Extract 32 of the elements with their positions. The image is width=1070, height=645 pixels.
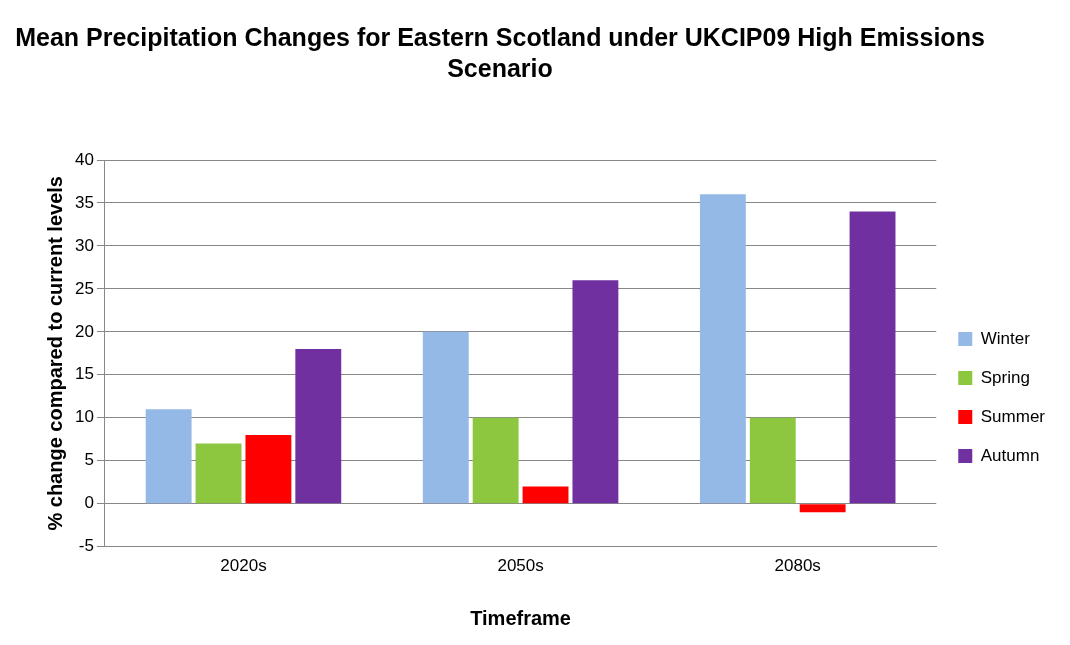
y-tick-label: 5	[84, 450, 94, 470]
y-tick-label: 10	[74, 407, 94, 427]
y-axis-title: % change compared to current levels	[43, 176, 66, 531]
y-tick-label: 35	[74, 192, 94, 212]
x-tick-label: 2020s	[220, 556, 267, 576]
bar	[522, 486, 569, 504]
bar	[849, 211, 896, 504]
bar	[295, 349, 342, 504]
bar	[572, 280, 619, 504]
y-tick-label: 30	[74, 235, 94, 255]
y-tick-label: 20	[74, 321, 94, 341]
x-axis-title: Timeframe	[470, 606, 571, 629]
y-tick-label: 15	[74, 364, 94, 384]
bar	[195, 443, 242, 504]
bar	[472, 417, 519, 504]
bar	[749, 417, 796, 504]
y-tick-label: 0	[84, 493, 94, 513]
bar	[699, 194, 746, 504]
legend-label: Summer	[980, 406, 1046, 426]
bar	[145, 409, 192, 504]
legend-label: Spring	[980, 367, 1030, 387]
y-tick-label: -5	[78, 536, 94, 556]
bar	[422, 331, 469, 504]
y-tick-label: 40	[74, 149, 94, 169]
bar	[799, 504, 846, 513]
x-tick-label: 2050s	[497, 556, 544, 576]
y-tick-label: 25	[74, 278, 94, 298]
legend-label: Winter	[980, 328, 1031, 348]
bar	[245, 434, 292, 504]
x-tick-label: 2080s	[774, 556, 821, 576]
chart-title: Mean Precipitation Changes for Eastern Scotland under UKCIP09 High Emissions Scenario	[14, 22, 986, 84]
legend-label: Autumn	[980, 445, 1040, 465]
